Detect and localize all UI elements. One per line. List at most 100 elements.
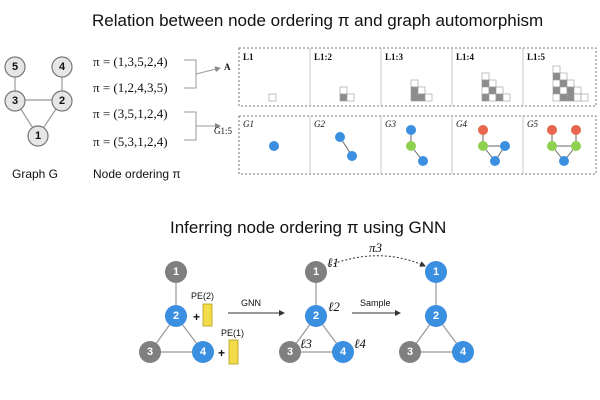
graph-panel-label-5: G5 — [527, 119, 538, 129]
middle-graph: 1 2 3 4 — [279, 261, 354, 363]
matrix-cell — [488, 93, 497, 102]
matrix-cell — [481, 79, 490, 88]
svg-text:3: 3 — [287, 346, 293, 358]
graph-panel-label-2: G2 — [314, 119, 325, 129]
svg-text:2: 2 — [59, 95, 65, 107]
gnn-label: GNN — [241, 298, 261, 308]
matrix-cells — [268, 65, 589, 102]
matrix-cell — [417, 86, 426, 95]
matrix-cell — [488, 79, 497, 88]
svg-text:4: 4 — [340, 346, 347, 358]
svg-text:1: 1 — [313, 266, 319, 278]
matrix-cell — [481, 86, 490, 95]
matrix-cell — [495, 86, 504, 95]
ordering-caption: Node ordering π — [93, 167, 181, 181]
svg-text:2: 2 — [433, 310, 439, 322]
matrix-cell — [552, 93, 561, 102]
matrix-cell — [488, 86, 497, 95]
g3-graph — [406, 125, 428, 166]
ordering-4: π = (5,3,1,2,4) — [93, 134, 168, 149]
matrix-cell — [552, 65, 561, 74]
matrix-cell — [580, 93, 589, 102]
matrix-cell — [573, 86, 582, 95]
graph-node-4: 4 — [51, 56, 73, 78]
matrix-cell — [346, 93, 355, 102]
ordering-3: π = (3,5,1,2,4) — [93, 106, 168, 121]
svg-text:4: 4 — [460, 346, 467, 358]
ordering-1: π = (1,3,5,2,4) — [93, 54, 168, 69]
graph-panel-label-3: G3 — [385, 119, 396, 129]
matrix-panel — [238, 47, 597, 107]
matrix-label-3: L1:3 — [385, 52, 404, 62]
graph-node-2: 2 — [51, 90, 73, 112]
matrix-cell — [268, 93, 277, 102]
pe1-label: PE(1) — [221, 328, 244, 338]
svg-text:4: 4 — [59, 61, 66, 73]
g2-graph — [335, 132, 357, 161]
g4-graph — [478, 125, 510, 166]
plus-pe2: + — [193, 310, 200, 324]
svg-text:5: 5 — [12, 61, 18, 73]
svg-text:1: 1 — [433, 266, 439, 278]
matrix-cell — [502, 93, 511, 102]
matrix-cell — [559, 72, 568, 81]
matrix-label-4: L1:4 — [456, 52, 475, 62]
graph-node-3: 3 — [4, 90, 26, 112]
ell-3: ℓ3 — [300, 336, 312, 351]
left-graph: 1 2 3 4 — [139, 261, 214, 363]
matrix-cell — [552, 79, 561, 88]
svg-text:3: 3 — [407, 346, 413, 358]
matrix-cell — [552, 72, 561, 81]
svg-text:2: 2 — [173, 310, 179, 322]
graph-panel-label-4: G4 — [456, 119, 467, 129]
matrix-cell — [417, 93, 426, 102]
svg-text:1: 1 — [173, 266, 179, 278]
matrix-label-1: L1 — [243, 52, 254, 62]
graph-caption: Graph G — [12, 167, 58, 181]
matrix-cell — [552, 86, 561, 95]
matrix-cell — [481, 72, 490, 81]
plus-pe1: + — [218, 346, 225, 360]
matrix-cell — [481, 93, 490, 102]
matrix-label-2: L1:2 — [314, 52, 333, 62]
matrix-cell — [410, 79, 419, 88]
pe2-box — [202, 303, 213, 327]
matrix-cell — [559, 79, 568, 88]
graph-node-1: 1 — [27, 125, 49, 147]
graph-node-5: 5 — [4, 56, 26, 78]
g1-node — [269, 141, 279, 151]
bottom-title: Inferring node ordering π using GNN — [170, 218, 446, 237]
matrix-cell — [339, 86, 348, 95]
graph-seq-label: G1:5 — [214, 126, 233, 136]
graph-g: 5 4 3 2 1 — [4, 56, 73, 147]
ell-4: ℓ4 — [354, 336, 366, 351]
matrix-cell — [410, 86, 419, 95]
pi3-label: π3 — [369, 240, 383, 255]
sample-label: Sample — [360, 298, 391, 308]
matrix-cell — [566, 79, 575, 88]
ell-1: ℓ1 — [327, 255, 339, 270]
adj-label: A — [224, 62, 231, 72]
matrix-cell — [566, 86, 575, 95]
matrix-cell — [424, 93, 433, 102]
ordering-bracket — [184, 59, 221, 141]
right-graph: 1 2 3 4 — [399, 261, 474, 363]
svg-text:4: 4 — [200, 346, 207, 358]
svg-text:3: 3 — [147, 346, 153, 358]
matrix-cell — [339, 93, 348, 102]
matrix-cell — [559, 86, 568, 95]
pe2-label: PE(2) — [191, 291, 214, 301]
ell-2: ℓ2 — [328, 299, 340, 314]
matrix-cell — [410, 93, 419, 102]
matrix-label-5: L1:5 — [527, 52, 546, 62]
g5-graph — [547, 125, 581, 166]
matrix-cell — [566, 93, 575, 102]
pe1-box — [228, 339, 239, 365]
graph-seq-panel — [238, 115, 597, 175]
graph-panel-label-1: G1 — [243, 119, 254, 129]
matrix-cell — [573, 93, 582, 102]
ordering-2: π = (1,2,4,3,5) — [93, 80, 168, 95]
pi3-arrow — [329, 255, 426, 267]
matrix-cell — [495, 93, 504, 102]
